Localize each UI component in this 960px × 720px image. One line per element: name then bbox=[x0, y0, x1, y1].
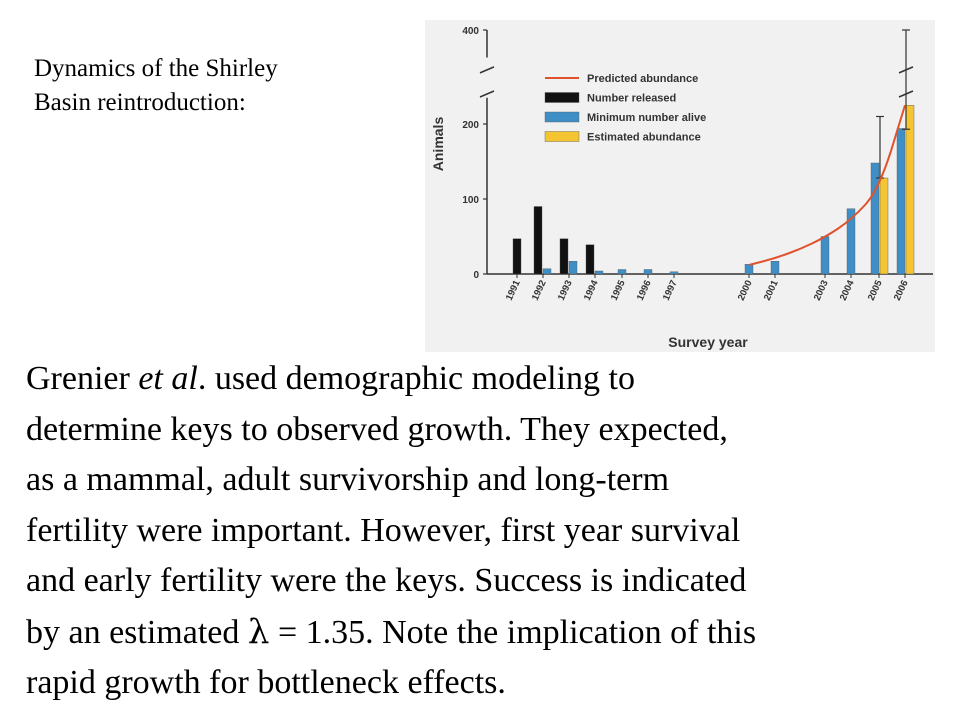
body-line-6-a: by an estimated bbox=[26, 613, 248, 651]
x-tick-label: 1991 bbox=[504, 278, 523, 302]
legend-swatch bbox=[544, 92, 580, 103]
lambda-symbol: λ bbox=[247, 611, 270, 652]
body-line-5: and early fertility were the keys. Succe… bbox=[26, 562, 747, 599]
x-tick-label: 1994 bbox=[582, 278, 601, 302]
bar bbox=[568, 261, 578, 275]
y-tick-label: 200 bbox=[462, 120, 479, 131]
bar bbox=[896, 128, 906, 275]
body-line-1-a: Grenier bbox=[26, 360, 139, 397]
body-line-1-italic: et al bbox=[138, 360, 198, 397]
bar bbox=[744, 264, 754, 275]
x-tick-label: 2000 bbox=[736, 279, 755, 303]
body-line-1: Grenier et al. used demographic modeling… bbox=[26, 354, 946, 405]
bar bbox=[585, 244, 595, 275]
y-tick-label: 100 bbox=[462, 195, 479, 206]
body-text: Grenier et al. used demographic modeling… bbox=[26, 354, 946, 709]
legend-label: Number released bbox=[587, 93, 676, 105]
bar bbox=[643, 269, 653, 275]
legend-swatch bbox=[544, 111, 580, 123]
body-line-7: rapid growth for bottleneck effects. bbox=[26, 664, 506, 701]
bar bbox=[594, 270, 604, 275]
legend-swatch bbox=[544, 131, 580, 142]
bar bbox=[905, 105, 915, 275]
x-tick-label: 1992 bbox=[530, 279, 549, 303]
y-tick-label: 0 bbox=[473, 270, 479, 281]
bar bbox=[533, 206, 543, 275]
body-line-6: by an estimated λ = 1.35. Note the impli… bbox=[26, 607, 946, 659]
x-tick-label: 2005 bbox=[866, 278, 885, 302]
x-axis-title: Survey year bbox=[668, 334, 748, 350]
abundance-chart: 0 100 200 400 Animals 1991 1992 1993 1994 1995 199… bbox=[425, 20, 935, 352]
x-tick-label: 2003 bbox=[812, 279, 831, 303]
bar bbox=[559, 238, 569, 275]
x-tick-label: 1995 bbox=[609, 278, 628, 302]
bar bbox=[669, 271, 679, 275]
body-line-2: determine keys to observed growth. They … bbox=[26, 410, 728, 448]
chart-canvas: 0 100 200 400 Animals 1991 1992 1993 1994 1995 199… bbox=[430, 26, 933, 350]
slide-title: Dynamics of the Shirley Basin reintroduc… bbox=[34, 52, 414, 120]
x-tick-label: 2001 bbox=[762, 278, 781, 302]
body-line-3: as a mammal, adult survivorship and long… bbox=[26, 461, 670, 498]
body-line-6-b: = 1.35. Note the implication of this bbox=[269, 613, 757, 651]
body-line-4: fertility were important. However, first… bbox=[26, 511, 741, 549]
body-line-1-c: . used demographic modeling to bbox=[197, 360, 635, 397]
legend-label: Minimum number alive bbox=[587, 112, 706, 124]
legend-label: Predicted abundance bbox=[587, 73, 698, 85]
bar bbox=[879, 177, 889, 275]
bar bbox=[870, 162, 880, 275]
x-tick-label: 2004 bbox=[838, 278, 857, 302]
x-tick-label: 1997 bbox=[661, 279, 680, 303]
bar bbox=[512, 238, 522, 275]
axis-break-mark bbox=[479, 66, 495, 74]
bar bbox=[542, 268, 552, 275]
y-tick-label: 400 bbox=[462, 26, 479, 37]
axis-break-mark bbox=[479, 90, 495, 98]
y-axis-title: Animals bbox=[430, 117, 446, 172]
bar bbox=[617, 269, 627, 275]
slide-title-line-1: Dynamics of the Shirley bbox=[34, 55, 278, 82]
bar bbox=[770, 261, 780, 275]
bar bbox=[820, 236, 830, 275]
x-tick-label: 2006 bbox=[892, 279, 911, 303]
x-tick-label: 1996 bbox=[635, 279, 654, 303]
x-tick-label: 1993 bbox=[556, 279, 575, 303]
legend-label: Estimated abundance bbox=[587, 132, 701, 144]
slide-title-line-2: Basin reintroduction: bbox=[34, 89, 246, 116]
predicted-line bbox=[748, 104, 906, 266]
